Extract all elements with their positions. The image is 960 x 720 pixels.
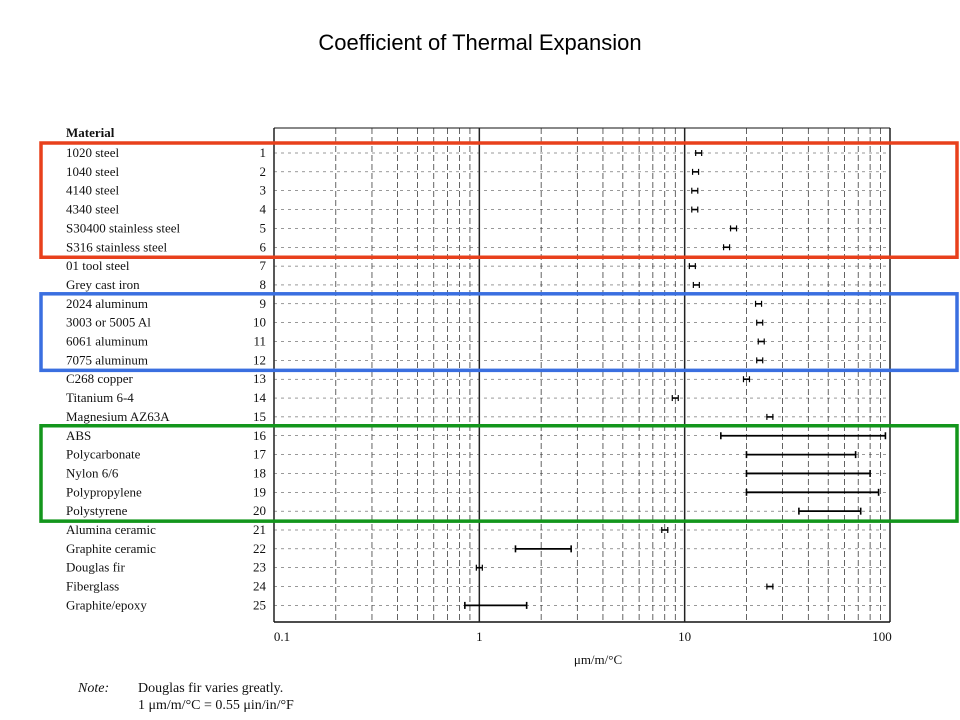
material-number: 19 — [253, 484, 266, 499]
material-label: Nylon 6/6 — [66, 465, 119, 480]
x-tick-label: 100 — [872, 629, 892, 644]
material-number: 4 — [260, 202, 267, 217]
material-number: 17 — [253, 447, 267, 462]
footnote: Note: Douglas fir varies greatly. 1 μm/m/… — [78, 680, 294, 714]
material-number: 22 — [253, 541, 266, 556]
material-label: 7075 aluminum — [66, 352, 148, 367]
material-number: 21 — [253, 522, 266, 537]
material-label: Fiberglass — [66, 579, 119, 594]
material-label: S316 stainless steel — [66, 239, 167, 254]
material-label: 1020 steel — [66, 145, 119, 160]
material-number: 10 — [253, 315, 266, 330]
material-number: 1 — [260, 145, 267, 160]
x-tick-label: 1 — [476, 629, 483, 644]
material-label: Grey cast iron — [66, 277, 140, 292]
material-label: 6061 aluminum — [66, 334, 148, 349]
table-header-material: Material — [66, 125, 115, 140]
material-label: Polycarbonate — [66, 447, 141, 462]
material-label: 3003 or 5005 Al — [66, 315, 151, 330]
material-label: ABS — [66, 428, 91, 443]
material-number: 16 — [253, 428, 267, 443]
x-tick-label: 10 — [678, 629, 691, 644]
material-number: 14 — [253, 390, 267, 405]
highlight-box-steels — [39, 141, 959, 259]
material-number: 7 — [260, 258, 267, 273]
x-axis-ticks: 0.1 1 10 100 — [274, 629, 892, 644]
material-number: 11 — [253, 334, 266, 349]
material-label: Graphite/epoxy — [66, 597, 147, 612]
material-label: Alumina ceramic — [66, 522, 156, 537]
note-label: Note: — [78, 681, 110, 696]
material-number: 5 — [260, 220, 267, 235]
material-label: 2024 aluminum — [66, 296, 148, 311]
material-number: 8 — [260, 277, 267, 292]
plot-area — [273, 127, 891, 623]
material-label: 01 tool steel — [66, 258, 130, 273]
material-number: 2 — [260, 164, 267, 179]
material-number: 20 — [253, 503, 266, 518]
material-label: 4340 steel — [66, 202, 119, 217]
material-label: Douglas fir — [66, 560, 126, 575]
highlight-box-aluminums — [39, 292, 959, 373]
material-number: 12 — [253, 352, 266, 367]
note-line-1: Douglas fir varies greatly. — [138, 681, 284, 696]
highlight-boxes — [39, 141, 959, 523]
material-label: Magnesium AZ63A — [66, 409, 170, 424]
material-number: 23 — [253, 560, 266, 575]
material-label: C268 copper — [66, 371, 133, 386]
material-number: 13 — [253, 371, 266, 386]
material-label: Titanium 6-4 — [66, 390, 134, 405]
material-labels: 1020 steel 1 1040 steel 2 4140 steel 3 4340 st… — [66, 145, 267, 612]
material-label: S30400 stainless steel — [66, 220, 180, 235]
material-label: Polystyrene — [66, 503, 128, 518]
material-label: 4140 steel — [66, 183, 119, 198]
material-label: Polypropylene — [66, 484, 142, 499]
material-number: 24 — [253, 579, 267, 594]
material-number: 15 — [253, 409, 266, 424]
x-axis-label: μm/m/°C — [574, 652, 622, 667]
note-line-2: 1 μm/m/°C = 0.55 μin/in/°F — [138, 698, 294, 713]
material-number: 9 — [260, 296, 267, 311]
material-number: 6 — [260, 239, 267, 254]
material-number: 3 — [260, 183, 267, 198]
slide-title: Coefficient of Thermal Expansion — [318, 30, 642, 55]
material-label: 1040 steel — [66, 164, 119, 179]
material-number: 18 — [253, 465, 266, 480]
highlight-box-polymers — [39, 424, 959, 523]
x-tick-label: 0.1 — [274, 629, 290, 644]
material-label: Graphite ceramic — [66, 541, 156, 556]
material-number: 25 — [253, 597, 266, 612]
